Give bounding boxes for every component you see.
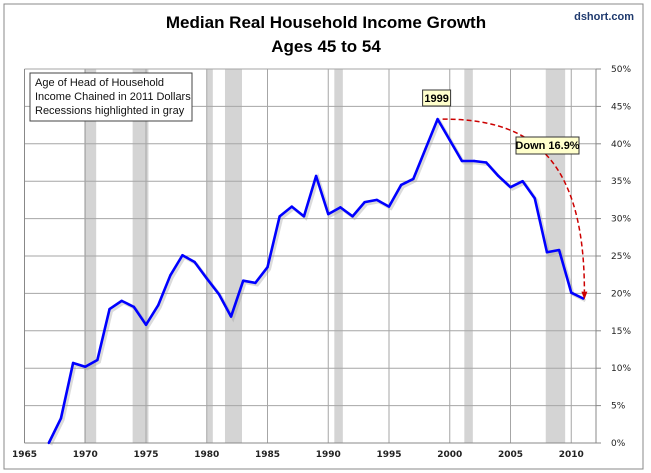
data-point [448,138,451,142]
data-point [436,117,439,121]
data-point [557,248,561,252]
y-tick-label: 25% [611,252,631,262]
data-point [509,185,512,189]
label-down-box [515,136,580,155]
x-axis: 1965 1970 1975 1980 1985 1990 1995 2000 2005 2010 [12,450,584,460]
chart-title: Median Real Household Income Growth [166,13,486,32]
legend-line: Age of Head of Household [35,77,164,89]
data-point [156,304,160,307]
x-tick-label: 1995 [376,450,401,460]
data-point [533,197,536,200]
data-point [242,279,245,282]
data-point [424,147,427,151]
chart-subtitle: Ages 45 to 54 [271,37,381,56]
label-1999: 1999 [424,93,448,105]
label-down: Down 16.9% [515,140,579,152]
data-point [460,159,464,163]
data-point [399,183,403,187]
data-point [485,161,488,164]
data-point [108,307,111,311]
y-axis: 0% 5% 10% 15% 20% 25% 30% 35% 40% 45% 50% [596,65,631,449]
data-point [266,266,269,269]
series-layer [47,117,587,446]
legend-box-frame [29,72,193,122]
data-point [570,291,573,294]
y-tick-label: 10% [611,364,631,374]
y-tick-label: 40% [611,140,631,150]
data-point [327,212,330,216]
data-point [132,305,136,309]
data-point [278,215,281,218]
x-tick-label: 1965 [12,450,37,460]
y-tick-label: 45% [611,102,631,112]
data-point [387,205,391,208]
y-tick-label: 20% [611,289,631,299]
data-point [314,174,318,178]
data-point [193,260,196,264]
data-point [521,180,524,183]
data-point [169,274,172,277]
data-point [84,365,87,368]
y-tick-label: 35% [611,177,631,187]
arrow-head-icon [581,291,588,300]
data-point [59,417,63,420]
legend-line: Recessions highlighted in gray [35,105,185,117]
x-tick-label: 1990 [316,450,341,460]
gridlines [24,68,597,444]
data-point [375,198,379,202]
data-point [217,292,221,296]
x-tick-label: 1980 [194,450,219,460]
data-point [96,358,99,362]
data-point [229,315,233,318]
data-point [71,361,75,365]
x-tick-label: 2010 [559,450,584,460]
y-tick-label: 0% [611,439,626,449]
x-tick-label: 1985 [255,450,280,460]
x-tick-label: 1970 [73,450,98,460]
data-point [412,177,415,181]
data-point [254,281,257,285]
data-point [545,251,549,254]
annotations: 1999 Down 16.9% [422,89,588,300]
data-point [351,215,354,218]
data-point [181,254,184,257]
data-point [205,277,208,280]
data-point [290,205,293,208]
y-tick-label: 30% [611,215,631,225]
data-point [339,206,342,209]
y-tick-label: 5% [611,402,626,412]
x-tick-label: 2005 [498,450,523,460]
label-1999-box [422,89,452,107]
data-point [47,441,50,445]
y-tick-label: 50% [611,65,631,75]
x-tick-label: 2000 [437,450,462,460]
x-tick-label: 1975 [133,450,158,460]
data-point [363,200,366,204]
data-point [472,159,476,163]
y-tick-label: 15% [611,327,631,337]
data-point [302,215,306,218]
data-point [144,323,148,327]
source-label: dshort.com [574,11,634,23]
legend-line: Income Chained in 2011 Dollars [35,91,191,103]
data-point [120,299,123,303]
legend-box: Age of Head of Household Income Chained i… [29,72,193,122]
data-point [497,174,500,178]
